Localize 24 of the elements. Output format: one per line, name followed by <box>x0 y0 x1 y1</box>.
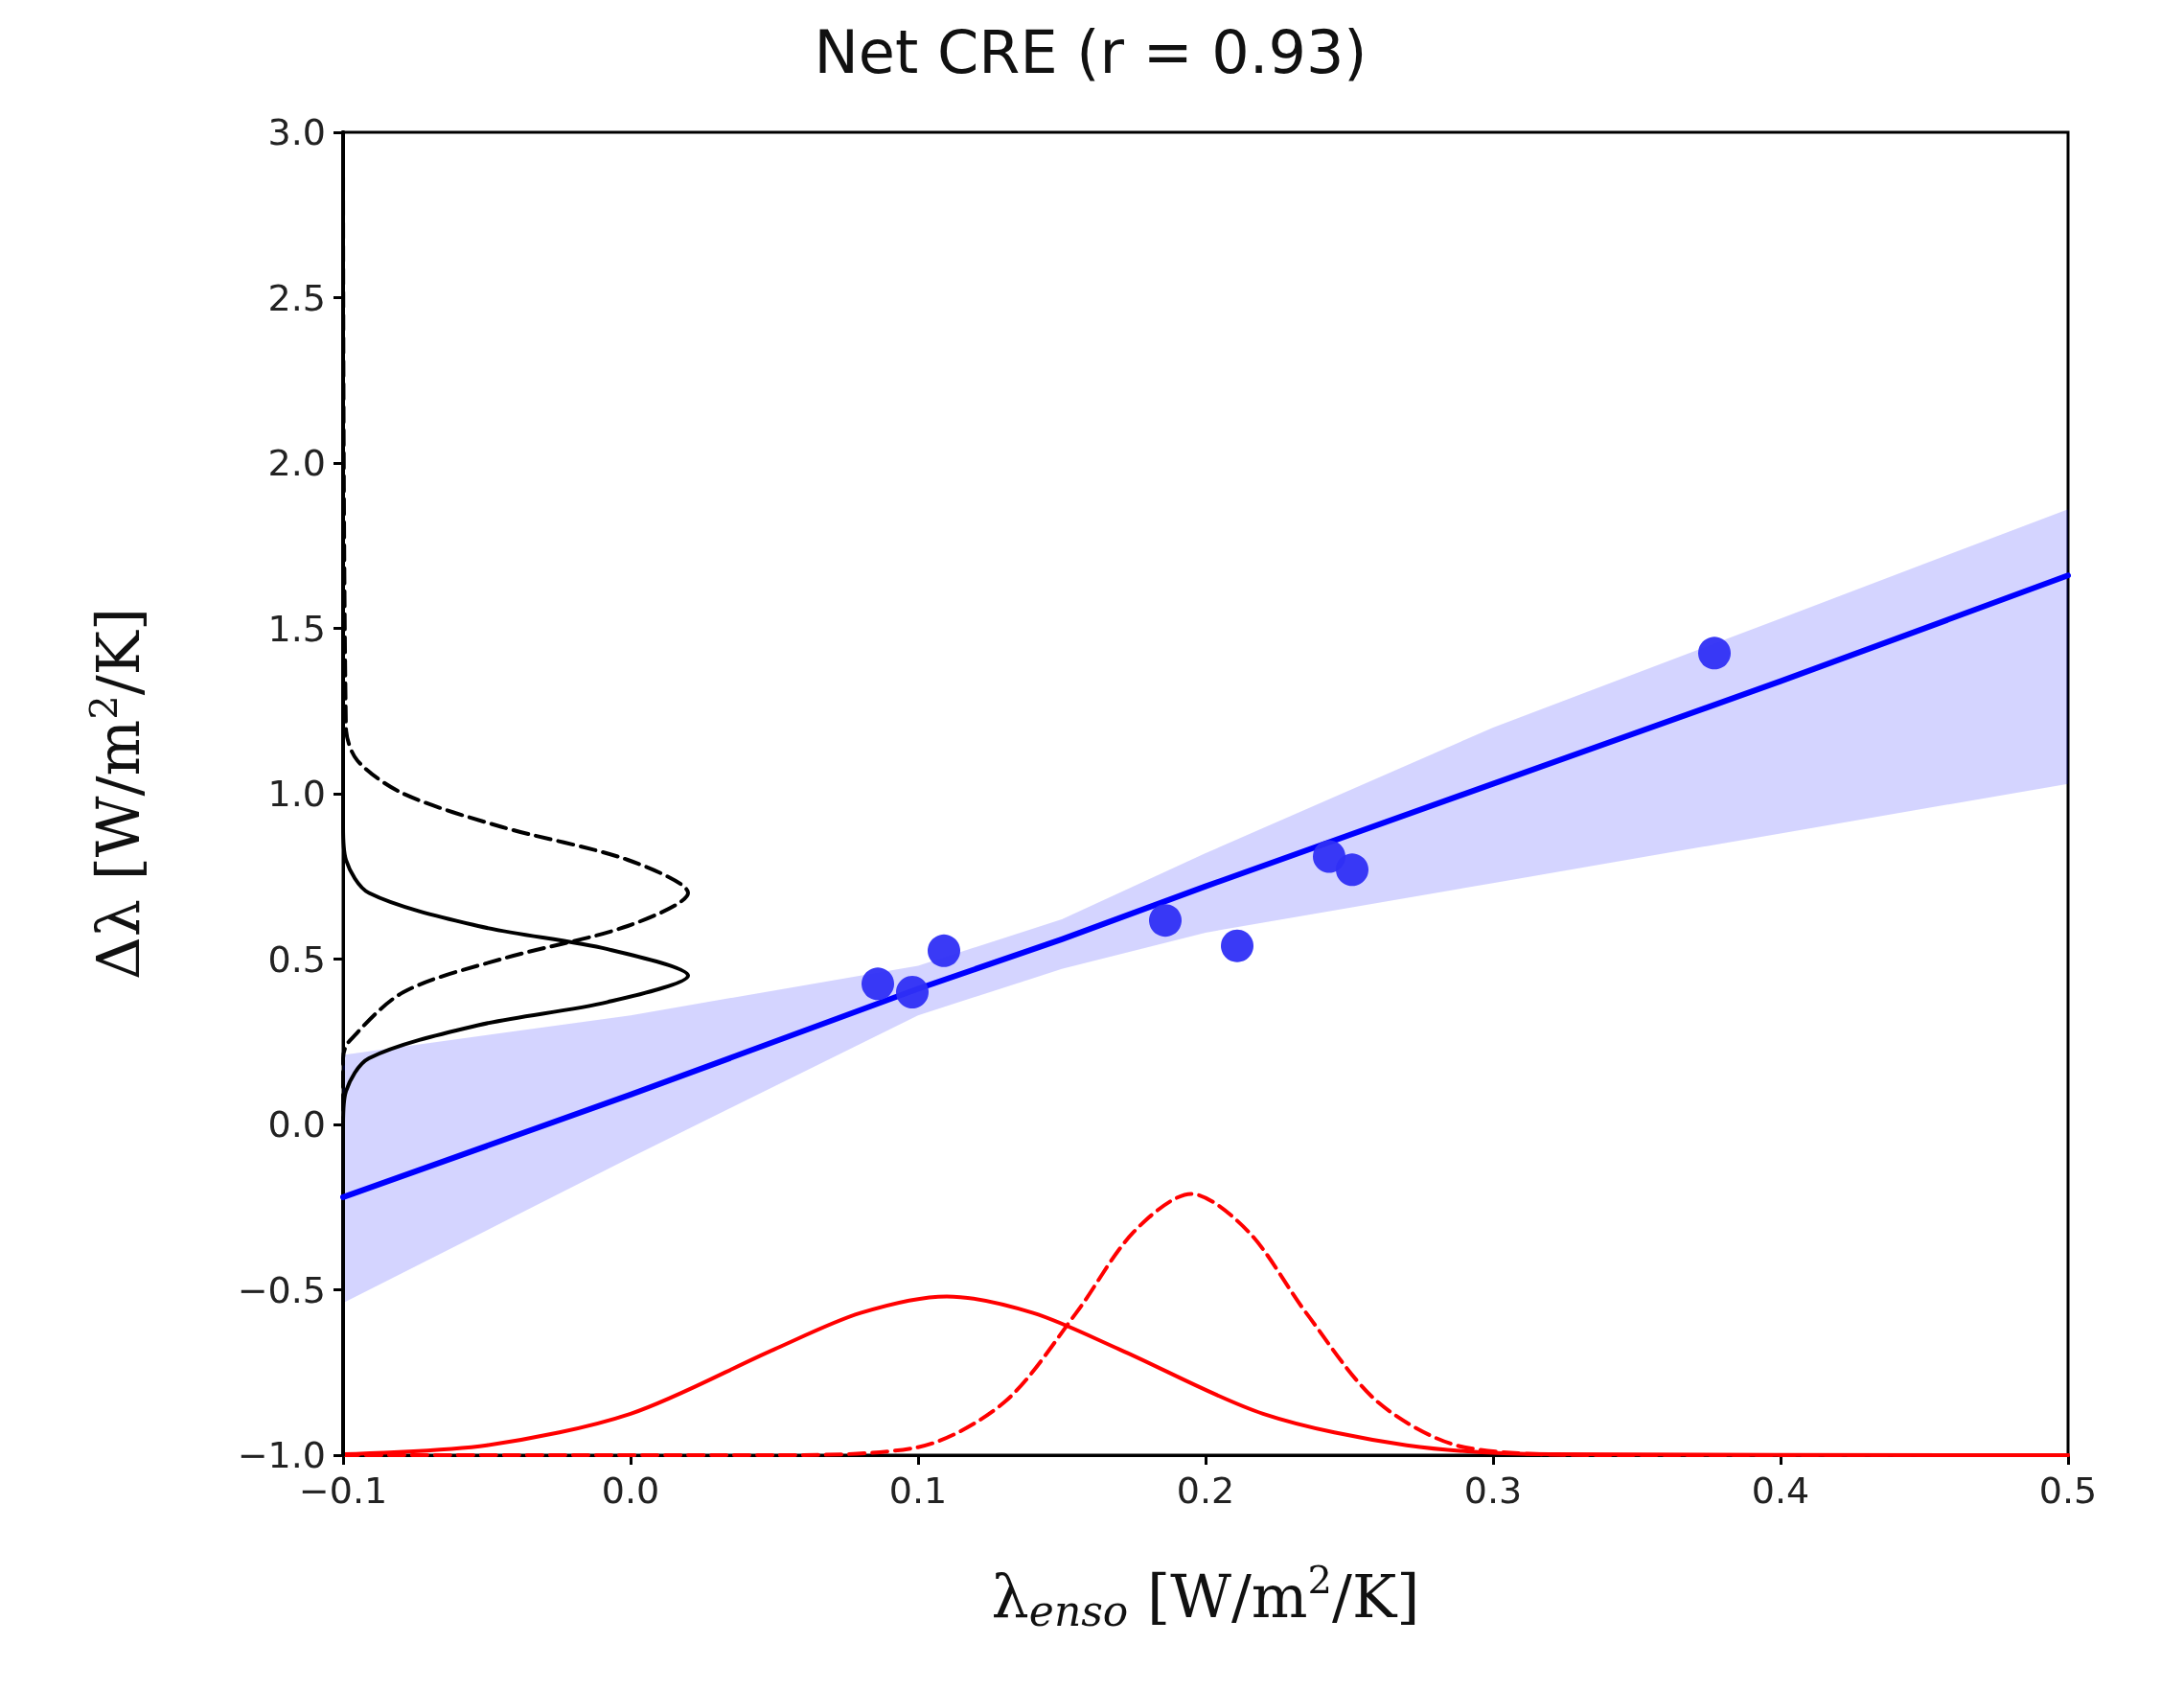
y-tick-label: −0.5 <box>237 1268 326 1311</box>
x-tick-label: 0.4 <box>1751 1470 1810 1512</box>
y-tick-label: 0.5 <box>267 938 326 981</box>
point <box>1221 929 1253 962</box>
point <box>1336 853 1368 887</box>
point <box>1698 637 1731 670</box>
y-axis-title: Δλ [W/m2/K] <box>81 607 153 981</box>
x-tick-label: 0.2 <box>1176 1470 1235 1512</box>
y-tick-label: 2.0 <box>267 442 326 484</box>
y-tick-label: 0.0 <box>267 1103 326 1146</box>
y-tick-label: 1.0 <box>267 773 326 815</box>
y-tick-label: 1.5 <box>267 607 326 650</box>
point <box>928 934 960 967</box>
x-tick-label: 0.5 <box>2038 1470 2098 1512</box>
point <box>862 967 894 1001</box>
x-tick-label: 0.1 <box>888 1470 948 1512</box>
y-tick-label: 2.5 <box>267 276 326 319</box>
chart-title: Net CRE (r = 0.93) <box>814 16 1368 87</box>
x-tick-label: 0.0 <box>601 1470 660 1512</box>
point <box>1313 840 1345 873</box>
y-tick-label: 3.0 <box>267 111 326 153</box>
x-tick-label: 0.3 <box>1463 1470 1523 1512</box>
point <box>896 976 929 1008</box>
point <box>1149 904 1182 938</box>
